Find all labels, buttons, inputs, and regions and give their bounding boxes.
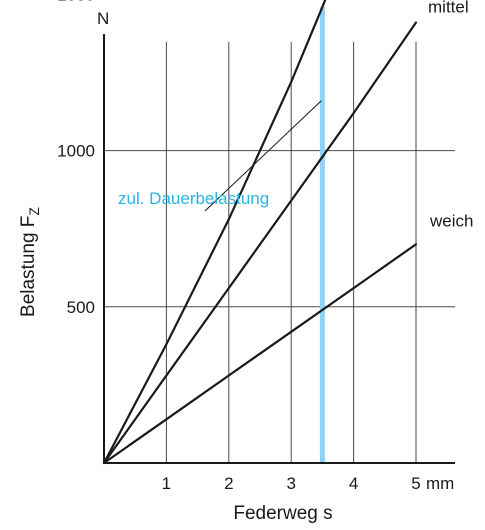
y-axis-title-main: Belastung F (18, 216, 39, 317)
x-tick-label-3: 3 (286, 474, 295, 493)
series-layer: hartmittelweich (102, 0, 473, 465)
annotation-bar-layer (204, 6, 325, 463)
series-label-weich: weich (429, 211, 473, 230)
y-axis-title-subscript: Z (26, 207, 42, 216)
series-line-mittel (102, 21, 418, 465)
x-axis-unit-label: mm (426, 474, 454, 493)
annotation-label-zul-dauerbelastung: zul. Dauerbelastung (118, 189, 269, 208)
series-line-weich (102, 243, 418, 465)
y-tick-label-500: 500 (67, 298, 95, 317)
y-axis-unit-label: N (97, 9, 109, 28)
series-label-mittel: mittel (428, 0, 469, 17)
grid-layer (104, 42, 455, 463)
series-line-hart (102, 0, 327, 465)
y-axis-title: Belastung FZ (18, 207, 42, 317)
x-tick-label-2: 2 (224, 474, 233, 493)
x-tick-label-1: 1 (162, 474, 171, 493)
x-tick-label-4: 4 (349, 474, 358, 493)
y-tick-label-1500: 1500 (57, 0, 95, 4)
x-tick-label-5: 5 (411, 474, 420, 493)
annotation-leader-line (204, 100, 322, 212)
x-axis-title: Federweg s (233, 503, 332, 524)
y-tick-label-1000: 1000 (57, 142, 95, 161)
axis-layer: 500100015002000250012345 (57, 0, 455, 493)
